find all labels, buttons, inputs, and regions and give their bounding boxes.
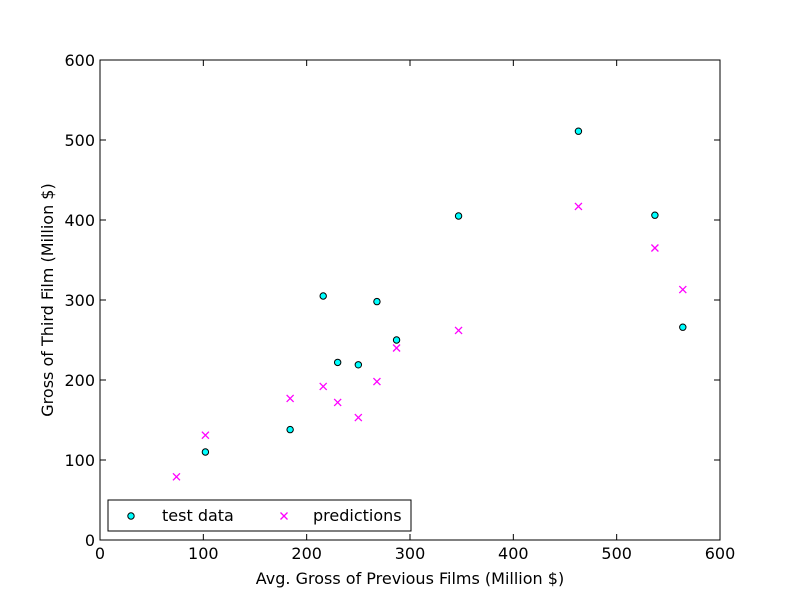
y-tick-label: 200 (64, 371, 95, 390)
legend-label-test-data: test data (162, 506, 234, 525)
legend: test data predictions (107, 499, 412, 532)
y-tick-label: 500 (64, 131, 95, 150)
x-stroke-b (454, 326, 463, 335)
y-tick-label: 300 (64, 291, 95, 310)
x-stroke-b (333, 398, 342, 407)
x-tick-label: 400 (498, 544, 529, 563)
axis-tick-labels: 0 100 200 300 400 500 600 0 100 200 300 400 500 600 (64, 51, 735, 563)
x-stroke-b (678, 285, 687, 294)
x-tick-label: 100 (188, 544, 219, 563)
data-point-circle (373, 297, 381, 306)
series-test-data (201, 127, 687, 456)
x-tick-label: 200 (291, 544, 322, 563)
data-point-x (678, 285, 687, 294)
x-stroke-b (319, 382, 328, 391)
y-tick-label: 100 (64, 451, 95, 470)
plot-area (100, 60, 720, 540)
data-point-circle (286, 425, 294, 434)
plot-frame (99, 59, 721, 541)
legend-frame (107, 499, 412, 532)
y-tick-label: 400 (64, 211, 95, 230)
legend-label-predictions: predictions (313, 506, 402, 525)
data-point-x (201, 431, 210, 440)
data-point-circle (319, 292, 327, 300)
data-point-circle (333, 358, 342, 367)
legend-marker-predictions (280, 512, 288, 520)
x-stroke-b (280, 512, 288, 520)
x-stroke-b (574, 202, 583, 211)
y-tick-label: 0 (85, 531, 95, 550)
data-point-x (650, 244, 659, 252)
data-point-x (574, 202, 583, 211)
x-tick-label: 600 (705, 544, 736, 563)
legend-circle-marker (127, 512, 135, 520)
legend-marker-test-data (127, 512, 135, 520)
data-point-circle (454, 212, 463, 220)
x-stroke-b (392, 344, 401, 352)
data-point-circle (651, 211, 659, 219)
data-point-x (354, 413, 363, 422)
x-tick-label: 500 (601, 544, 632, 563)
x-stroke-b (201, 431, 210, 440)
data-point-x (454, 326, 463, 335)
y-axis-label: Gross of Third Film (Million $) (38, 183, 57, 416)
data-point-x (392, 344, 401, 352)
data-point-circle (392, 336, 401, 344)
x-tick-label: 0 (95, 544, 105, 563)
data-point-circle (679, 323, 687, 331)
data-point-circle (574, 127, 583, 135)
data-point-x (319, 382, 328, 391)
x-stroke-b (650, 244, 659, 252)
x-axis-label: Avg. Gross of Previous Films (Million $) (256, 569, 564, 588)
data-point-circle (201, 448, 210, 456)
data-markers (172, 127, 687, 481)
x-stroke-b (286, 394, 295, 403)
x-tick-label: 300 (395, 544, 426, 563)
data-point-x (172, 472, 181, 481)
x-stroke-b (354, 413, 363, 422)
x-stroke-b (372, 377, 381, 386)
x-stroke-b (172, 472, 181, 481)
data-point-x (372, 377, 381, 386)
y-tick-label: 600 (64, 51, 95, 70)
data-point-x (333, 398, 342, 407)
series-predictions (172, 202, 687, 481)
legend-x-marker (280, 512, 288, 520)
data-point-x (286, 394, 295, 403)
data-point-circle (354, 361, 363, 369)
